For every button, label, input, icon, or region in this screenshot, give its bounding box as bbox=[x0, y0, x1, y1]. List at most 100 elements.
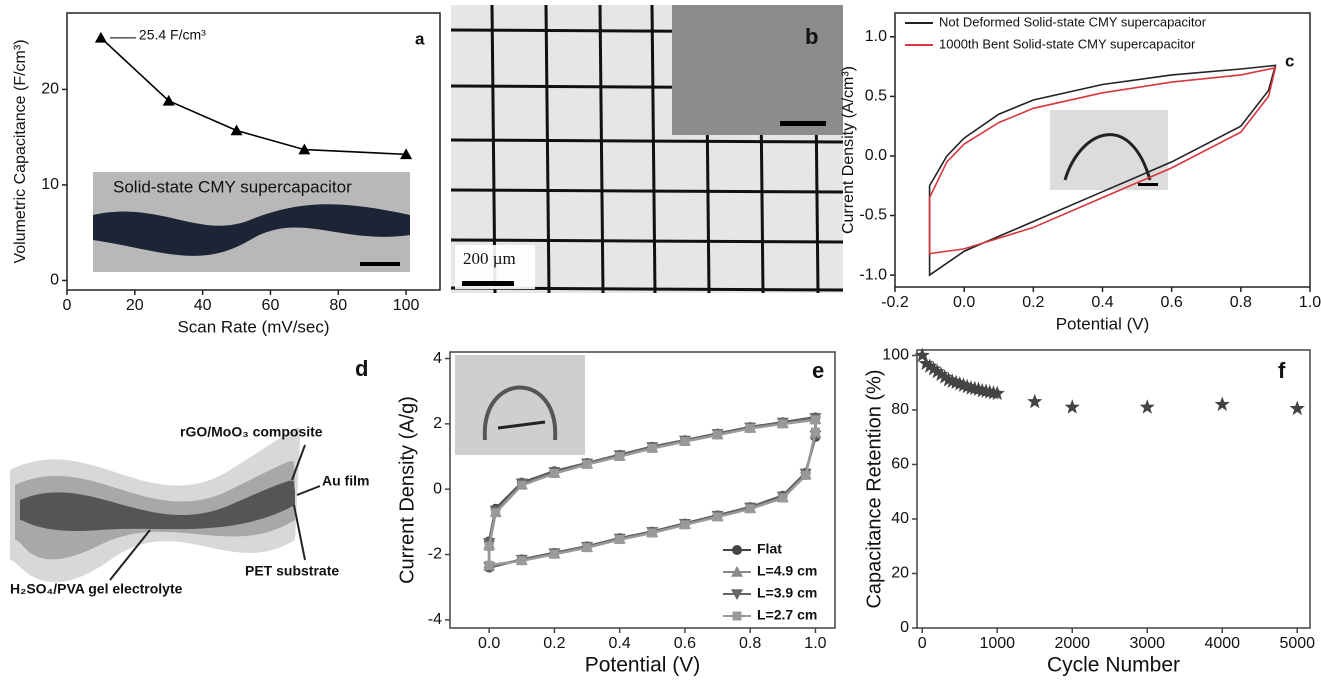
layer bbox=[20, 480, 295, 532]
x-tick-label: 0 bbox=[63, 297, 72, 314]
mesh-wire bbox=[450, 188, 844, 194]
mesh-wire bbox=[544, 4, 551, 294]
marker bbox=[937, 369, 953, 384]
device-diagram: d rGO/MoO₃ composite Au film PET substra… bbox=[10, 356, 369, 597]
marker bbox=[400, 148, 413, 160]
marker bbox=[484, 560, 494, 570]
x-axis-label: Scan Rate (mV/sec) bbox=[177, 317, 329, 336]
x-tick-label: 0.8 bbox=[1230, 294, 1252, 311]
series-line bbox=[928, 64, 1277, 277]
marker bbox=[713, 512, 723, 522]
x-tick-label: 100 bbox=[393, 297, 420, 314]
panel-label: f bbox=[1278, 358, 1286, 383]
diagram-label: Au film bbox=[322, 473, 369, 489]
x-tick-label: 80 bbox=[329, 297, 347, 314]
marker bbox=[680, 436, 690, 446]
diagram-label: PET substrate bbox=[245, 563, 339, 579]
micrograph: 200 µm b bbox=[450, 4, 844, 294]
x-tick-label: 0.8 bbox=[739, 635, 761, 652]
series-line bbox=[928, 66, 1277, 255]
y-tick-label: 40 bbox=[891, 510, 909, 527]
y-tick-label: 20 bbox=[891, 565, 909, 582]
layer bbox=[15, 461, 295, 560]
marker bbox=[517, 480, 527, 490]
scale-bar bbox=[1138, 183, 1158, 186]
legend-label: Not Deformed Solid-state CMY supercapaci… bbox=[939, 14, 1207, 29]
marker bbox=[745, 504, 755, 514]
plot-frame bbox=[916, 349, 1311, 629]
diagram-label: rGO/MoO₃ composite bbox=[180, 424, 323, 440]
scale-bar bbox=[462, 281, 514, 286]
y-tick-label: 10 bbox=[41, 176, 59, 193]
y-tick-label: 0 bbox=[433, 480, 442, 497]
marker bbox=[778, 493, 788, 503]
length-arrow bbox=[497, 420, 546, 430]
scale-bar bbox=[360, 262, 400, 266]
x-tick-label: 1.0 bbox=[804, 635, 826, 652]
legend-label: L=4.9 cm bbox=[757, 563, 817, 579]
marker bbox=[647, 528, 657, 538]
bent-film bbox=[482, 385, 558, 441]
panel-label: b bbox=[805, 24, 818, 49]
legend-label: L=3.9 cm bbox=[757, 585, 817, 601]
diagram-label: H₂SO₄/PVA gel electrolyte bbox=[10, 581, 183, 597]
y-tick-label: 80 bbox=[891, 401, 909, 418]
marker bbox=[549, 549, 559, 559]
marker bbox=[922, 358, 938, 373]
y-tick-label: 0.0 bbox=[865, 147, 887, 164]
annotation: 25.4 F/cm³ bbox=[139, 27, 206, 43]
y-tick-label: 20 bbox=[41, 81, 59, 98]
x-tick-label: 2000 bbox=[1054, 635, 1090, 652]
x-tick-label: 0 bbox=[918, 635, 927, 652]
marker bbox=[484, 541, 494, 551]
marker bbox=[680, 520, 690, 530]
mesh-wire bbox=[450, 238, 844, 244]
y-tick-label: 60 bbox=[891, 456, 909, 473]
marker bbox=[1139, 399, 1155, 414]
x-tick-label: 40 bbox=[194, 297, 212, 314]
plot-frame bbox=[449, 351, 836, 629]
y-tick-label: 1.0 bbox=[865, 28, 887, 45]
x-tick-label: 0.4 bbox=[1091, 294, 1113, 311]
marker bbox=[731, 589, 743, 600]
y-tick-label: 0 bbox=[50, 272, 59, 289]
marker bbox=[1064, 399, 1080, 414]
x-tick-label: 20 bbox=[126, 297, 144, 314]
yarn bbox=[93, 204, 410, 256]
x-tick-label: 0.4 bbox=[609, 635, 631, 652]
x-tick-label: 0.6 bbox=[1161, 294, 1183, 311]
marker bbox=[517, 556, 527, 566]
legend-label: Flat bbox=[757, 541, 782, 557]
marker bbox=[549, 469, 559, 479]
panel-label: e bbox=[812, 358, 824, 383]
panel-label: a bbox=[415, 29, 425, 48]
x-tick-label: 4000 bbox=[1204, 635, 1240, 652]
sem-inset bbox=[672, 5, 843, 135]
photo-inset bbox=[455, 355, 585, 455]
marker bbox=[810, 415, 820, 425]
x-tick-label: 0.0 bbox=[953, 294, 975, 311]
marker bbox=[582, 543, 592, 553]
scale-bar bbox=[780, 121, 826, 126]
marker bbox=[810, 427, 820, 437]
marker bbox=[933, 366, 949, 382]
marker bbox=[1027, 393, 1043, 409]
marker bbox=[778, 419, 788, 429]
legend-label: 1000th Bent Solid-state CMY supercapacit… bbox=[939, 36, 1196, 51]
legend-label: L=2.7 cm bbox=[757, 607, 817, 623]
marker bbox=[801, 470, 811, 480]
marker bbox=[731, 566, 743, 577]
marker bbox=[615, 452, 625, 462]
marker bbox=[745, 423, 755, 433]
inset-label: Solid-state CMY supercapacitor bbox=[113, 177, 352, 196]
x-axis-label: Potential (V) bbox=[1056, 314, 1150, 333]
y-tick-label: -1.0 bbox=[859, 266, 887, 283]
marker bbox=[615, 534, 625, 544]
y-axis-label: Current Density (A/g) bbox=[396, 396, 418, 584]
x-tick-label: 1.0 bbox=[1299, 294, 1321, 311]
x-tick-label: 60 bbox=[262, 297, 280, 314]
scale-text: 200 µm bbox=[463, 249, 516, 268]
marker bbox=[732, 545, 742, 555]
marker bbox=[1214, 396, 1230, 411]
